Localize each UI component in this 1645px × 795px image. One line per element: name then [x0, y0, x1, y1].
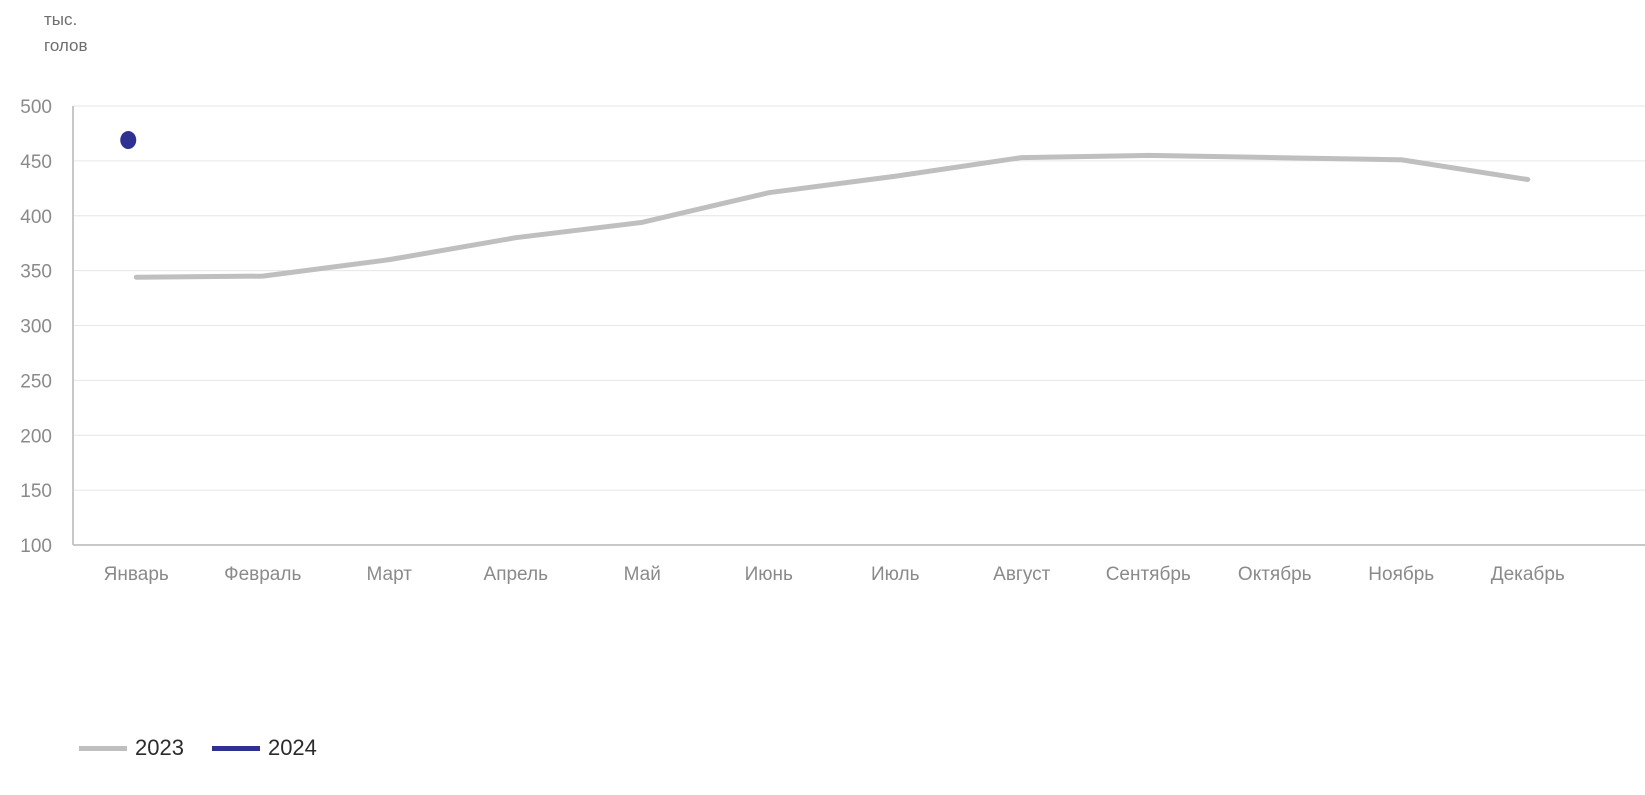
y-tick-label-350: 350	[20, 262, 52, 283]
legend-swatch-2023	[79, 745, 127, 751]
legend-item-2024: 2024	[211, 735, 317, 761]
y-tick-label-100: 100	[20, 536, 52, 557]
y-tick-labels: 100 150 200 250 300 350 400 450 500	[20, 97, 52, 557]
x-tick-label-6: Июнь	[745, 564, 793, 585]
x-tick-label-2: Февраль	[224, 564, 301, 585]
x-tick-label-11: Ноябрь	[1368, 564, 1434, 585]
y-tick-label-200: 200	[20, 426, 52, 447]
series-line-2023	[133, 152, 1531, 280]
y-tick-label-450: 450	[20, 152, 52, 173]
x-tick-label-12: Декабрь	[1491, 564, 1565, 585]
y-axis-unit-line-2: голов	[44, 36, 88, 55]
y-tick-label-150: 150	[20, 481, 52, 502]
x-tick-label-9: Сентябрь	[1106, 564, 1191, 585]
x-tick-label-7: Июль	[871, 564, 920, 585]
series-point-2024-1	[120, 131, 137, 150]
y-tick-label-250: 250	[20, 371, 52, 392]
x-tick-label-3: Март	[367, 564, 413, 585]
x-tick-label-5: Май	[624, 564, 661, 585]
axes	[72, 106, 1645, 546]
legend-label-2023: 2023	[135, 735, 184, 760]
y-tick-label-300: 300	[20, 317, 52, 338]
legend-swatch-2024	[211, 745, 260, 751]
y-axis-unit-line-1: тыс.	[44, 10, 78, 29]
x-tick-label-8: Август	[993, 564, 1050, 585]
y-axis-unit-label: тыс. голов	[44, 7, 88, 59]
legend-item-2023: 2023	[79, 735, 184, 761]
x-tick-label-1: Январь	[104, 564, 169, 585]
legend: 2023 2024	[79, 735, 317, 761]
x-tick-labels: Январь Февраль Март Апрель Май Июнь Июль Август…	[104, 564, 1565, 585]
series	[120, 131, 1531, 280]
x-tick-label-10: Октябрь	[1238, 564, 1312, 585]
y-tick-label-500: 500	[20, 97, 52, 118]
x-tick-label-4: Апрель	[484, 564, 549, 585]
legend-label-2024: 2024	[267, 735, 317, 760]
y-tick-label-400: 400	[20, 207, 52, 228]
grid-lines	[73, 105, 1645, 491]
